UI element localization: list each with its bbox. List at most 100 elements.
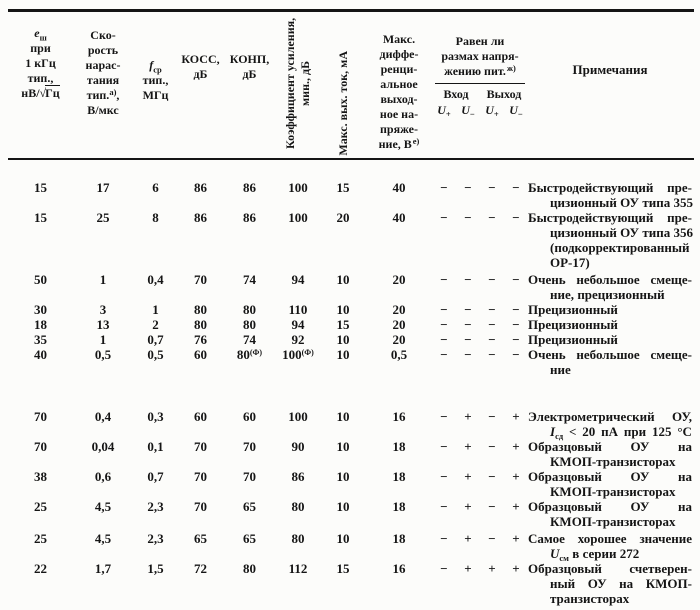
value-cell: 2,3 bbox=[147, 499, 164, 514]
remark-cell: Образцовый счетверен-ный ОУ на КМОП-транзист… bbox=[528, 561, 692, 606]
value-cell: 65 bbox=[194, 531, 207, 546]
remark-line: цизионный ОУ типа 356 bbox=[550, 225, 694, 240]
rail-sign-cell: − bbox=[440, 210, 448, 225]
value-cell: 3 bbox=[99, 302, 107, 317]
value-cell: 70 bbox=[194, 439, 207, 454]
remark-cell: Прецизионный bbox=[528, 332, 692, 347]
header-cmrr: КОСС, дБ bbox=[181, 52, 220, 81]
value-cell: 70 bbox=[243, 469, 256, 484]
value-cell: 15 bbox=[336, 561, 350, 576]
value-cell: 90 bbox=[291, 439, 305, 454]
value-cell: 76 bbox=[194, 332, 207, 347]
header-notes: Примечания bbox=[572, 62, 648, 77]
value-cell: 1 bbox=[99, 272, 107, 287]
value-cell: 40 bbox=[34, 347, 47, 362]
rail-sign-cell: + bbox=[464, 499, 472, 514]
value-cell: 60 bbox=[194, 409, 207, 424]
table-body: 15 17 6 86 86 100 15 40− − − − Быстродействующий пре… bbox=[8, 160, 694, 606]
remark-line: (подкорректированный bbox=[550, 240, 690, 255]
rail-sign-cell: + bbox=[488, 561, 496, 576]
value-cell: 80 bbox=[243, 302, 256, 317]
remark-line: Образцовый ОУ на bbox=[528, 499, 692, 514]
value-cell: 1,7 bbox=[94, 561, 112, 576]
radical-sign: √ bbox=[39, 86, 47, 100]
remark-line: КМОП-транзисторах bbox=[550, 454, 676, 469]
value-cell: 10 bbox=[336, 439, 350, 454]
remark-cell: Очень небольшое смеще-ние bbox=[528, 347, 692, 377]
rail-sign-cell: − bbox=[440, 409, 448, 424]
value-cell: 10 bbox=[336, 347, 350, 362]
rail-sign-cell: − bbox=[488, 180, 496, 195]
rail-sign-cell: + bbox=[512, 499, 520, 514]
rail-sign-cell: − bbox=[512, 347, 520, 362]
rail-sign-cell: − bbox=[440, 272, 448, 287]
rail-sign-cell: − bbox=[440, 347, 448, 362]
remark-line: ОР-17) bbox=[550, 255, 590, 270]
remark-line: Быстродействующий пре- bbox=[528, 210, 692, 225]
remark-line: ние bbox=[550, 362, 571, 377]
value-cell: 86 bbox=[243, 180, 256, 195]
rail-sign-cell: + bbox=[464, 469, 472, 484]
u-plus-input: U+ bbox=[437, 103, 451, 119]
remark-line: Прецизионный bbox=[528, 332, 618, 347]
value-cell: 10 bbox=[336, 332, 350, 347]
value-cell: 20 bbox=[336, 210, 350, 225]
rail-sign-cell: − bbox=[488, 469, 496, 484]
value-cell: 0,5 bbox=[147, 347, 164, 362]
value-cell: 4,5 bbox=[94, 499, 112, 514]
remark-line: Электрометрический ОУ, bbox=[528, 409, 692, 424]
rail-sign-cell: − bbox=[440, 561, 448, 576]
rail-sign-cell: − bbox=[464, 302, 472, 317]
value-cell: 65 bbox=[243, 499, 256, 514]
rail-sign-cell: − bbox=[464, 210, 472, 225]
table-row: 35 1 0,7 76 74 92 10 20− − − − Прецизионный bbox=[8, 332, 694, 347]
value-cell: 4,5 bbox=[94, 531, 112, 546]
table-row: 15 17 6 86 86 100 15 40− − − − Быстродействующий пре… bbox=[8, 180, 694, 210]
value-cell: 80 bbox=[194, 317, 207, 332]
rail-sign-cell: − bbox=[464, 347, 472, 362]
header-max-output-current-vertical: Макс. вых. ток, мА bbox=[320, 12, 366, 158]
rail-sign-cell: − bbox=[440, 499, 448, 514]
value-cell: 60 bbox=[194, 347, 207, 362]
table-row: 38 0,6 0,7 70 70 86 10 18 − + − + Образцовый ОУ на КМОП… bbox=[8, 469, 694, 499]
rail-sign-cell: − bbox=[488, 272, 496, 287]
value-cell: 16 bbox=[392, 409, 406, 424]
rail-sign-cell: − bbox=[488, 531, 496, 546]
table-top-rule bbox=[8, 9, 694, 12]
value-cell: 10 bbox=[336, 531, 350, 546]
value-cell: 70 bbox=[34, 409, 47, 424]
value-cell: 2 bbox=[152, 317, 159, 332]
value-cell: 74 bbox=[243, 272, 256, 287]
remark-cell: Прецизионный bbox=[528, 302, 692, 317]
remark-line: Самое хорошее значение bbox=[528, 531, 692, 546]
value-cell: 10 bbox=[336, 469, 350, 484]
remark-cell: Образцовый ОУ на КМОП-транзисторах bbox=[528, 469, 692, 499]
rail-input-label: Вход bbox=[443, 87, 469, 101]
value-cell: 70 bbox=[194, 272, 207, 287]
remark-cell: Прецизионный bbox=[528, 317, 692, 332]
value-cell: 0,4 bbox=[147, 272, 164, 287]
value-cell: 80 bbox=[243, 561, 256, 576]
value-cell: 112 bbox=[288, 561, 308, 576]
value-cell: 80 bbox=[243, 317, 256, 332]
value-cell: 25 bbox=[34, 531, 47, 546]
remark-line: Быстродействующий пре- bbox=[528, 180, 692, 195]
table-row: 30 3 1 80 80 110 10 20− − − − Прецизионный bbox=[8, 302, 694, 317]
value-cell: 100(Ф) bbox=[282, 347, 314, 362]
value-cell: 74 bbox=[243, 332, 256, 347]
rail-sign-cell: + bbox=[464, 531, 472, 546]
noise-symbol: e bbox=[34, 26, 40, 40]
rail-sign-cell: + bbox=[512, 531, 520, 546]
value-cell: 94 bbox=[291, 272, 305, 287]
remark-cell: Быстродействующий пре-цизионный ОУ типа 355 bbox=[528, 180, 693, 210]
value-cell: 60 bbox=[243, 409, 256, 424]
value-cell: 15 bbox=[336, 317, 350, 332]
value-cell: 15 bbox=[336, 180, 350, 195]
remark-line: Очень небольшое смеще- bbox=[528, 272, 692, 287]
value-cell: 10 bbox=[336, 272, 350, 287]
value-cell: 86 bbox=[291, 469, 305, 484]
value-cell: 35 bbox=[34, 332, 47, 347]
value-cell: 25 bbox=[34, 499, 47, 514]
rail-sign-cell: + bbox=[512, 439, 520, 454]
